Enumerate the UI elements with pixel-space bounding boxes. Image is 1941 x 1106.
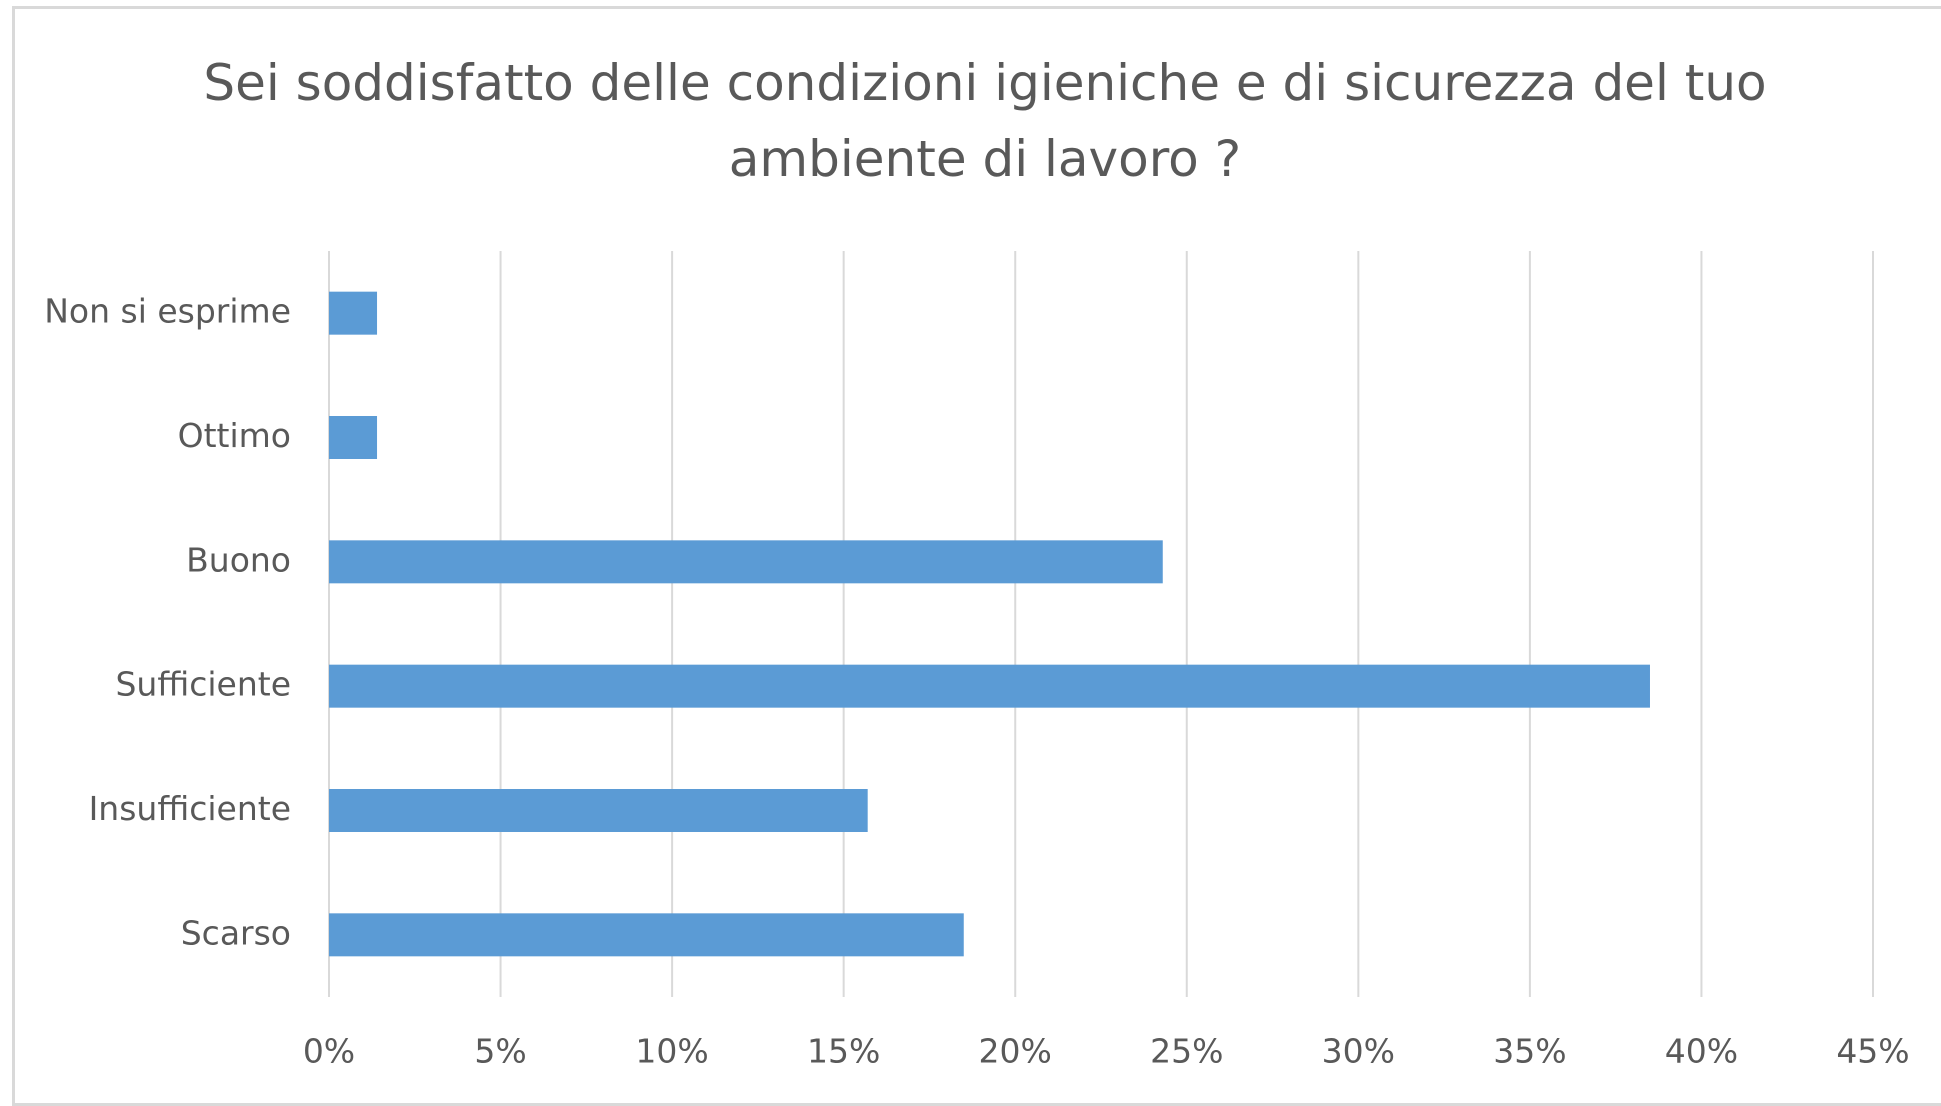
bar <box>329 789 868 832</box>
y-tick-label: Ottimo <box>178 416 291 455</box>
y-tick-label: Insufficiente <box>89 789 291 828</box>
x-tick-label: 0% <box>303 1032 355 1071</box>
y-tick-label: Scarso <box>181 913 291 952</box>
x-tick-label: 40% <box>1665 1032 1738 1071</box>
x-tick-label: 10% <box>635 1032 708 1071</box>
bar <box>329 416 378 459</box>
y-tick-label: Non si esprime <box>44 292 291 331</box>
bar <box>329 664 1650 708</box>
bar <box>329 913 964 957</box>
y-tick-label: Sufficiente <box>115 665 291 704</box>
x-tick-label: 30% <box>1322 1032 1395 1071</box>
bar <box>329 291 378 335</box>
bar <box>329 540 1163 584</box>
x-tick-label: 5% <box>474 1032 526 1071</box>
x-tick-label: 20% <box>979 1032 1052 1071</box>
chart-title: Sei soddisfatto delle condizioni igienic… <box>203 54 1767 188</box>
y-tick-label: Buono <box>186 540 291 579</box>
x-tick-label: 15% <box>807 1032 880 1071</box>
x-tick-label: 35% <box>1493 1032 1566 1071</box>
x-tick-label: 45% <box>1836 1032 1909 1071</box>
x-tick-label: 25% <box>1150 1032 1223 1071</box>
